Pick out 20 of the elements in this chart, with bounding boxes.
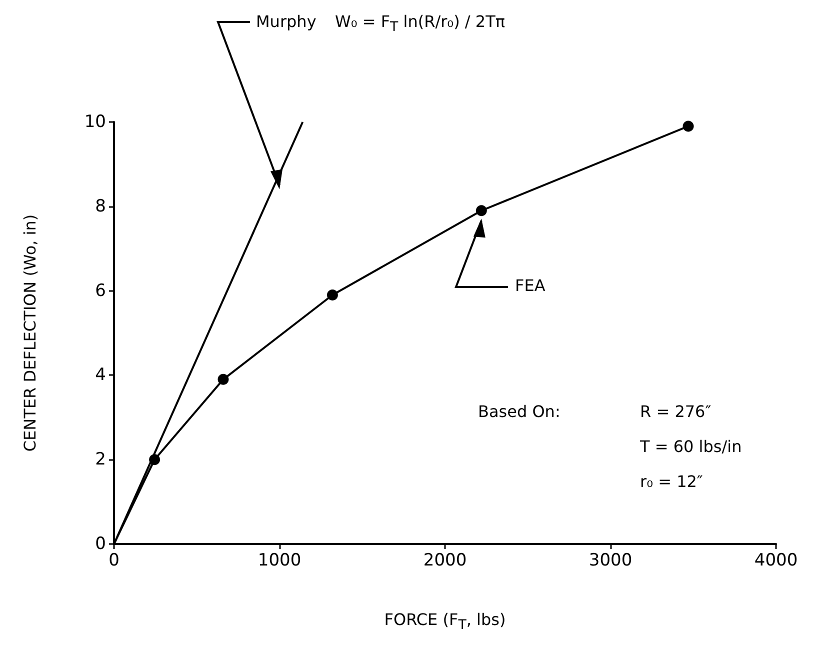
- annotation: r₀ = 12″: [640, 472, 703, 491]
- y-tick-label: 2: [95, 450, 106, 470]
- annotation: Based On:: [478, 402, 560, 421]
- y-tick-label: 6: [95, 280, 106, 301]
- y-tick-label: 0: [95, 534, 106, 554]
- x-tick-label: 3000: [588, 550, 632, 570]
- y-tick-label: 10: [84, 112, 106, 132]
- y-tick-label: 8: [95, 196, 106, 216]
- text: W₀ = F$_{T}$ ln(R/r₀) / 2Tπ: [335, 12, 505, 36]
- text: FEA: [515, 276, 546, 295]
- annotation: T = 60 lbs/in: [640, 437, 742, 456]
- x-axis-title: FORCE (F$_{T}$, lbs): [383, 610, 507, 634]
- annotation: R = 276″: [640, 402, 712, 421]
- x-tick-label: 2000: [423, 550, 467, 570]
- y-axis-title: CENTER DEFLECTION (Wo, in): [20, 214, 40, 452]
- x-tick-label: 4000: [754, 550, 798, 570]
- x-tick-label: 1000: [258, 550, 302, 570]
- y-tick-label: 4: [95, 365, 106, 386]
- x-tick-label: 0: [108, 550, 120, 570]
- text: Murphy: [256, 12, 316, 31]
